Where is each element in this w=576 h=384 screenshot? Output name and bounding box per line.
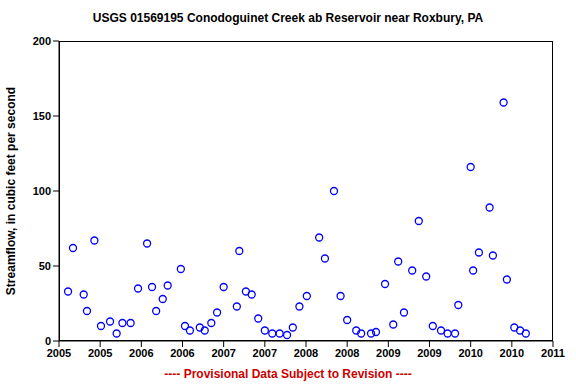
svg-text:2008: 2008 <box>335 347 359 359</box>
svg-text:2009: 2009 <box>417 347 441 359</box>
html-text:USGS 01569195 Conodoguinet Cre: USGS 01569195 Conodoguinet Creek ab Rese… <box>92 11 484 25</box>
svg-text:2007: 2007 <box>253 347 277 359</box>
svg-text:2011: 2011 <box>541 347 565 359</box>
html-text:Streamflow, in cubic feet per: Streamflow, in cubic feet per second <box>4 86 18 296</box>
svg-text:50: 50 <box>39 260 51 272</box>
html-text:---- Provisional Data Subject: ---- Provisional Data Subject to Revisio… <box>164 367 412 381</box>
svg-text:2008: 2008 <box>294 347 318 359</box>
svg-text:2006: 2006 <box>129 347 153 359</box>
svg-text:2010: 2010 <box>500 347 524 359</box>
svg-text:100: 100 <box>33 185 51 197</box>
svg-text:200: 200 <box>33 35 51 47</box>
svg-text:2005: 2005 <box>88 347 112 359</box>
svg-text:2010: 2010 <box>458 347 482 359</box>
svg-text:2005: 2005 <box>47 347 71 359</box>
svg-text:2009: 2009 <box>376 347 400 359</box>
svg-text:2006: 2006 <box>170 347 194 359</box>
svg-text:150: 150 <box>33 110 51 122</box>
svg-text:0: 0 <box>45 335 51 347</box>
svg-text:2007: 2007 <box>211 347 235 359</box>
